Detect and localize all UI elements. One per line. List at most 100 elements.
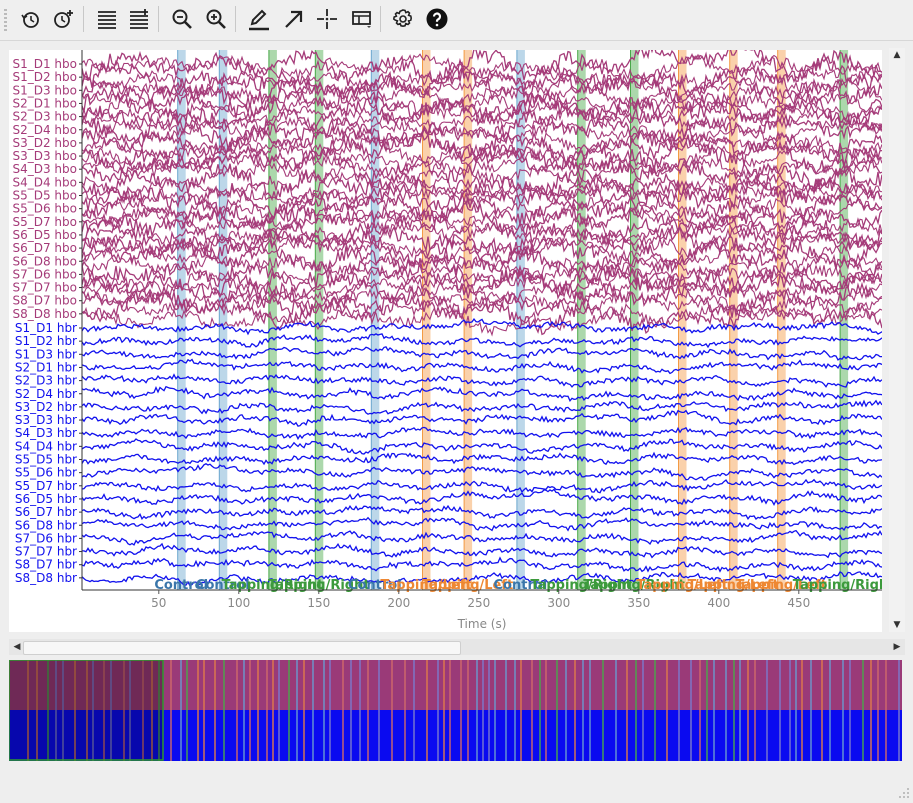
- annotation-span-right[interactable]: [577, 50, 586, 590]
- channel-label-hbr[interactable]: S6_D7 hbr: [15, 505, 77, 519]
- history-back-button[interactable]: [17, 5, 45, 33]
- channel-label-hbr[interactable]: S7_D7 hbr: [15, 545, 77, 559]
- trace-hbr: [82, 571, 882, 587]
- overview-annotation-marker: [404, 660, 406, 761]
- vertical-scrollbar[interactable]: ▲ ▼: [889, 48, 905, 632]
- channel-label-hbr[interactable]: S1_D1 hbr: [15, 321, 77, 335]
- channel-label-hbr[interactable]: S6_D5 hbr: [15, 492, 77, 506]
- overview-annotation-marker: [678, 660, 680, 761]
- channel-label-hbr[interactable]: S4_D3 hbr: [15, 426, 77, 440]
- annotation-span-left[interactable]: [729, 50, 738, 590]
- overview-bar[interactable]: [8, 659, 902, 761]
- channel-label-hbo[interactable]: S1_D1 hbo: [12, 57, 77, 71]
- overview-annotation-marker: [789, 660, 791, 761]
- annotation-span-left[interactable]: [422, 50, 431, 590]
- select-button[interactable]: [279, 5, 307, 33]
- channel-label-hbr[interactable]: S2_D1 hbr: [15, 360, 77, 374]
- overview-annotation-marker: [849, 660, 851, 761]
- channel-label-hbo[interactable]: S4_D3 hbo: [12, 162, 77, 176]
- scroll-left-arrow-icon[interactable]: ◀: [13, 642, 21, 652]
- channel-label-hbo[interactable]: S6_D7 hbo: [12, 241, 77, 255]
- channel-label-hbr[interactable]: S3_D2 hbr: [15, 400, 77, 414]
- x-tick-label: 200: [387, 596, 410, 610]
- channel-label-hbo[interactable]: S5_D7 hbo: [12, 215, 77, 229]
- resize-grip-icon[interactable]: [898, 784, 910, 798]
- clock-plus-icon: [54, 10, 73, 28]
- channel-label-hbo[interactable]: S4_D4 hbo: [12, 175, 77, 189]
- toolbar-grip[interactable]: [4, 9, 7, 31]
- annotation-span-left[interactable]: [777, 50, 786, 590]
- channel-label-hbo[interactable]: S6_D5 hbo: [12, 228, 77, 242]
- channel-label-hbr[interactable]: S6_D8 hbr: [15, 518, 77, 532]
- channel-label-hbo[interactable]: S1_D2 hbo: [12, 70, 77, 84]
- overview-annotation-marker: [443, 660, 445, 761]
- zoom-in-button[interactable]: [202, 5, 230, 33]
- annotation-span-left[interactable]: [678, 50, 687, 590]
- toolbar-separator: [380, 6, 381, 32]
- annotation-span-right[interactable]: [630, 50, 639, 590]
- channel-label-hbr[interactable]: S3_D3 hbr: [15, 413, 77, 427]
- scroll-down-arrow-icon[interactable]: ▼: [893, 620, 901, 630]
- channel-label-hbr[interactable]: S2_D3 hbr: [15, 374, 77, 388]
- annotation-labels: ControlControlTapping/RightTapping/Right…: [154, 578, 882, 593]
- horizontal-scroll-thumb[interactable]: [23, 641, 461, 655]
- channel-label-hbr[interactable]: S2_D4 hbr: [15, 387, 77, 401]
- channel-label-hbr[interactable]: S4_D4 hbr: [15, 439, 77, 453]
- channel-label-hbr[interactable]: S5_D7 hbr: [15, 479, 77, 493]
- annotation-span-left[interactable]: [464, 50, 473, 590]
- zoom-out-button[interactable]: [168, 5, 196, 33]
- channel-label-hbr[interactable]: S1_D3 hbr: [15, 347, 77, 361]
- annotation-span-right[interactable]: [315, 50, 324, 590]
- channel-label-hbo[interactable]: S7_D7 hbo: [12, 281, 77, 295]
- help-button[interactable]: [423, 5, 451, 33]
- channel-label-hbr[interactable]: S5_D5 hbr: [15, 453, 77, 467]
- annotation-span-control[interactable]: [219, 50, 228, 590]
- channel-label-hbo[interactable]: S2_D4 hbo: [12, 123, 77, 137]
- scroll-right-arrow-icon[interactable]: ▶: [893, 642, 901, 652]
- overview-view-window[interactable]: [9, 660, 163, 761]
- channel-label-hbo[interactable]: S3_D3 hbo: [12, 149, 77, 163]
- projector-button[interactable]: [348, 5, 376, 33]
- toolbar-separator: [235, 6, 236, 32]
- history-forward-button[interactable]: [49, 5, 77, 33]
- trace-hbo: [82, 50, 882, 86]
- annotate-button[interactable]: [245, 5, 273, 33]
- overview-annotation-marker: [110, 660, 112, 761]
- annotation-span-right[interactable]: [840, 50, 849, 590]
- channel-label-hbo[interactable]: S2_D1 hbo: [12, 96, 77, 110]
- trace-hbr: [82, 385, 882, 403]
- overview-annotation-marker: [151, 660, 153, 761]
- channel-label-hbo[interactable]: S2_D3 hbo: [12, 110, 77, 124]
- channel-label-hbr[interactable]: S8_D8 hbr: [15, 571, 77, 585]
- channel-label-hbr[interactable]: S5_D6 hbr: [15, 466, 77, 480]
- overview-annotation-marker: [123, 660, 125, 761]
- channel-label-hbr[interactable]: S8_D7 hbr: [15, 558, 77, 572]
- overview-annotation-marker: [92, 660, 94, 761]
- horizontal-scrollbar[interactable]: ◀ ▶: [9, 639, 905, 655]
- overview-annotation-marker: [391, 660, 393, 761]
- signal-plot-area[interactable]: S1_D1 hbo S1_D2 hbo S1_D3 hbo S2_D1 hbo S2_D…: [9, 50, 882, 632]
- channel-label-hbr[interactable]: S1_D2 hbr: [15, 334, 77, 348]
- channel-label-hbo[interactable]: S5_D5 hbo: [12, 189, 77, 203]
- channel-label-hbo[interactable]: S6_D8 hbo: [12, 254, 77, 268]
- channel-label-hbo[interactable]: S3_D2 hbo: [12, 136, 77, 150]
- scroll-up-arrow-icon[interactable]: ▲: [893, 50, 901, 60]
- channel-label-hbo[interactable]: S8_D7 hbo: [12, 294, 77, 308]
- annotation-span-control[interactable]: [371, 50, 380, 590]
- channel-label-hbo[interactable]: S5_D6 hbo: [12, 202, 77, 216]
- fewer-channels-button[interactable]: [93, 5, 121, 33]
- trace-hbr: [82, 556, 882, 573]
- channel-label-hbo[interactable]: S1_D3 hbo: [12, 83, 77, 97]
- settings-button[interactable]: [389, 5, 417, 33]
- channel-label-hbo[interactable]: S7_D6 hbo: [12, 267, 77, 281]
- trace-hbo: [82, 116, 882, 146]
- overview-annotation-marker: [642, 660, 644, 761]
- overview-annotation-marker: [278, 660, 280, 761]
- channel-label-hbr[interactable]: S7_D6 hbr: [15, 531, 77, 545]
- overview-annotation-marker: [266, 660, 268, 761]
- annotation-span-control[interactable]: [177, 50, 186, 590]
- more-channels-button[interactable]: [125, 5, 153, 33]
- annotation-label: Tapping/Left: [422, 578, 513, 593]
- channel-label-hbo[interactable]: S8_D8 hbo: [12, 307, 77, 321]
- crosshair-button[interactable]: [313, 5, 341, 33]
